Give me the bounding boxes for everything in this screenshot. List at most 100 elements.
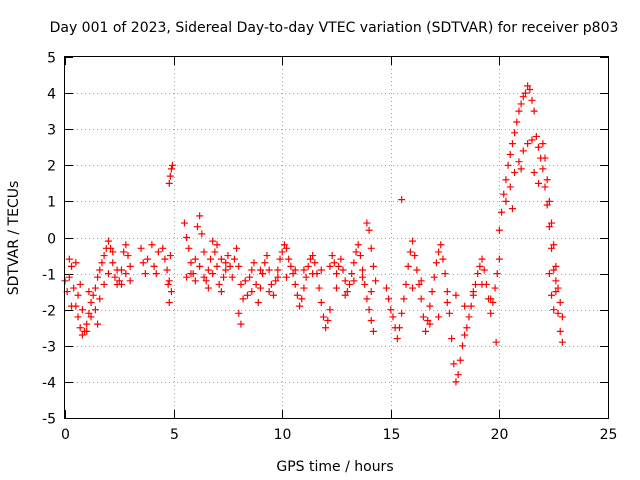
data-point — [435, 248, 443, 256]
data-point — [415, 280, 423, 288]
data-point — [363, 295, 371, 303]
data-point — [508, 140, 516, 148]
data-point — [209, 270, 217, 278]
data-point — [167, 165, 175, 173]
x-axis-label: GPS time / hours — [276, 459, 393, 475]
data-point — [550, 266, 558, 274]
data-point — [237, 280, 245, 288]
data-point — [343, 288, 351, 296]
data-point — [276, 255, 284, 263]
data-point — [326, 262, 334, 270]
data-point — [528, 136, 536, 144]
data-point — [411, 252, 419, 260]
data-point — [365, 226, 373, 234]
data-point — [235, 309, 243, 317]
data-point — [419, 313, 427, 321]
data-point — [306, 255, 314, 263]
data-point — [508, 205, 516, 213]
data-point — [166, 172, 174, 180]
data-point — [398, 309, 406, 317]
data-point — [404, 262, 412, 270]
data-point — [517, 100, 525, 108]
data-point — [309, 270, 317, 278]
data-point — [111, 273, 119, 281]
data-point — [183, 234, 191, 241]
data-point — [76, 280, 84, 288]
y-tick-label: 4 — [47, 87, 56, 103]
data-point — [309, 252, 317, 260]
data-point — [487, 309, 495, 317]
data-point — [96, 295, 104, 303]
data-point — [482, 280, 490, 288]
data-point — [480, 266, 488, 274]
data-point — [165, 277, 173, 285]
data-point — [461, 302, 469, 310]
data-point — [478, 255, 486, 263]
data-point — [304, 262, 312, 270]
data-point — [246, 273, 254, 281]
data-point — [65, 255, 73, 263]
data-point — [100, 252, 108, 260]
data-point — [72, 259, 80, 267]
data-point — [550, 241, 558, 249]
data-point — [109, 248, 117, 256]
data-point — [445, 309, 453, 317]
data-point — [202, 277, 210, 285]
data-point — [217, 288, 225, 296]
data-point — [259, 270, 267, 278]
data-point — [241, 277, 249, 285]
data-point — [539, 165, 547, 173]
data-point — [237, 320, 245, 328]
data-point — [333, 284, 340, 292]
data-point — [104, 270, 112, 278]
data-point — [437, 241, 445, 249]
data-point — [191, 255, 199, 263]
data-point — [252, 280, 260, 288]
data-point — [126, 262, 134, 270]
data-point — [476, 262, 484, 270]
data-point — [222, 266, 230, 274]
y-tick-label: -3 — [42, 340, 56, 356]
data-point — [532, 132, 540, 140]
data-point — [166, 252, 174, 260]
data-point — [185, 244, 193, 252]
data-point — [382, 284, 390, 292]
data-point — [311, 259, 319, 267]
data-point — [354, 241, 362, 249]
data-point — [291, 266, 299, 274]
data-point — [324, 317, 332, 325]
data-point — [454, 371, 462, 379]
data-point — [519, 93, 527, 101]
y-tick-label: 3 — [47, 123, 56, 139]
data-point — [428, 288, 436, 296]
data-point — [361, 280, 369, 288]
y-tick-label: -2 — [42, 304, 56, 320]
data-point — [159, 244, 167, 252]
data-point — [524, 82, 532, 90]
data-point — [196, 212, 204, 220]
data-point — [424, 317, 432, 325]
data-point — [369, 262, 377, 270]
data-point — [169, 161, 177, 169]
data-point — [148, 241, 156, 249]
data-point — [385, 295, 393, 303]
data-point — [458, 342, 466, 350]
data-point — [472, 280, 480, 288]
data-point — [70, 284, 78, 292]
x-tick-label: 15 — [383, 427, 401, 443]
data-point — [395, 324, 403, 332]
data-point — [417, 277, 425, 285]
data-point — [548, 244, 556, 252]
data-point — [233, 244, 241, 252]
data-point — [150, 262, 158, 270]
data-point — [389, 313, 397, 321]
data-point — [165, 179, 173, 187]
data-point — [74, 291, 82, 299]
data-point — [85, 288, 93, 296]
data-point — [539, 140, 547, 148]
data-point — [337, 255, 345, 263]
data-point — [87, 298, 95, 306]
data-point — [495, 255, 503, 263]
data-point — [263, 252, 271, 260]
